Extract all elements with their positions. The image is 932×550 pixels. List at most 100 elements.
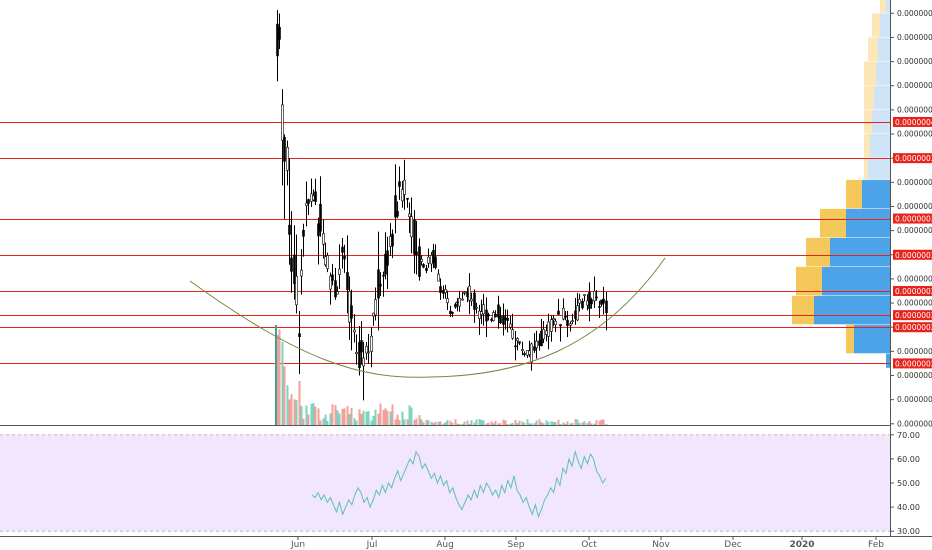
candle-body bbox=[518, 341, 521, 344]
volume-bar bbox=[542, 423, 545, 425]
price-tick-label: 0.00000044 bbox=[897, 81, 932, 90]
candle-body bbox=[382, 274, 385, 277]
volume-bar bbox=[523, 423, 526, 425]
volume-bar bbox=[276, 334, 279, 425]
level-price-badge bbox=[893, 249, 932, 260]
candle-body bbox=[451, 312, 454, 314]
volume-bar bbox=[398, 420, 401, 425]
price-axis-bg bbox=[891, 0, 932, 425]
volume-bar bbox=[581, 422, 584, 425]
level-price-badge bbox=[893, 116, 932, 127]
volume-profile-buy-bar bbox=[886, 353, 890, 368]
volume-bar bbox=[569, 423, 572, 425]
volume-bar bbox=[511, 422, 514, 425]
candle-body bbox=[370, 335, 373, 352]
candle-body bbox=[329, 275, 332, 290]
volume-profile-buy-bar bbox=[830, 237, 890, 267]
volume-bar bbox=[312, 403, 315, 425]
volume-bar bbox=[408, 405, 411, 425]
volume-bar bbox=[442, 423, 445, 425]
candle-body bbox=[278, 26, 281, 40]
rsi-tick-label: 50.00 bbox=[897, 479, 920, 488]
price-tick-label: 0.00000034 bbox=[897, 202, 932, 211]
candle-body bbox=[406, 197, 409, 200]
volume-bar bbox=[535, 420, 538, 425]
volume-bar bbox=[574, 419, 577, 425]
volume-bar bbox=[564, 423, 567, 425]
volume-bar bbox=[355, 420, 358, 425]
volume-profile-buy-bar bbox=[876, 61, 890, 86]
candle-body bbox=[535, 340, 538, 349]
candle-body bbox=[398, 181, 401, 187]
rsi-tick-label: 70.00 bbox=[897, 431, 920, 440]
volume-bar bbox=[298, 380, 301, 425]
candle-body bbox=[408, 213, 411, 217]
time-tick-label: Jul bbox=[366, 540, 378, 550]
candle-body bbox=[593, 290, 596, 302]
candle-body bbox=[276, 23, 279, 57]
candle-body bbox=[427, 256, 430, 264]
candle-body bbox=[547, 321, 550, 337]
volume-bar bbox=[598, 420, 601, 425]
candle-body bbox=[401, 189, 404, 202]
volume-bar bbox=[322, 418, 325, 425]
volume-bar bbox=[391, 404, 394, 425]
volume-bar bbox=[370, 420, 373, 425]
volume-bar bbox=[521, 421, 524, 425]
candle-body bbox=[326, 255, 329, 269]
candle-body bbox=[338, 268, 341, 275]
volume-profile-sell-bar bbox=[864, 61, 876, 86]
candle-body bbox=[509, 323, 512, 328]
volume-bar bbox=[434, 421, 437, 425]
volume-bar bbox=[480, 419, 483, 425]
volume-bar bbox=[427, 420, 430, 425]
volume-bar bbox=[374, 409, 377, 425]
volume-bar bbox=[310, 403, 313, 425]
candle-body bbox=[583, 294, 586, 296]
volume-bar bbox=[540, 422, 543, 425]
volume-bar bbox=[348, 413, 351, 425]
volume-bar bbox=[288, 399, 291, 425]
candle-body bbox=[516, 338, 519, 342]
candle-body bbox=[281, 104, 284, 141]
volume-bar bbox=[403, 419, 406, 425]
volume-bar bbox=[384, 408, 387, 425]
volume-bar bbox=[547, 421, 550, 425]
candle-body bbox=[295, 276, 298, 306]
candle-body bbox=[362, 357, 365, 367]
price-tick-label: 0.00000026 bbox=[897, 299, 932, 308]
volume-bar bbox=[514, 419, 517, 425]
candle-body bbox=[454, 303, 457, 308]
volume-profile-buy-bar bbox=[868, 158, 890, 180]
volume-bar bbox=[566, 421, 569, 425]
candle-body bbox=[353, 329, 356, 333]
volume-bar bbox=[602, 419, 605, 425]
volume-bar bbox=[557, 419, 560, 425]
candle-body bbox=[293, 254, 296, 285]
volume-bar bbox=[283, 366, 286, 425]
level-price-badge bbox=[893, 358, 932, 369]
volume-profile-buy-bar bbox=[846, 208, 890, 238]
price-tick-label: 0.00000040 bbox=[897, 130, 932, 139]
volume-bar bbox=[595, 420, 598, 425]
time-axis[interactable]: Jun Jul Aug Sep Oct Nov Dec 2020 Feb bbox=[290, 536, 884, 550]
candle-body bbox=[463, 292, 466, 294]
price-tick-label: 0.00000018 bbox=[897, 395, 932, 404]
volume-bar bbox=[343, 408, 346, 425]
candle-body bbox=[497, 304, 500, 318]
volume-bar bbox=[562, 422, 565, 425]
candle-body bbox=[521, 349, 524, 351]
volume-bar bbox=[300, 405, 303, 425]
price-tick-label: 0.00000050 bbox=[897, 9, 932, 18]
candle-body bbox=[494, 313, 497, 318]
price-tick-label: 0.00000048 bbox=[897, 33, 932, 42]
volume-bar bbox=[394, 419, 397, 425]
volume-bar bbox=[538, 419, 541, 425]
volume-bar bbox=[492, 423, 495, 425]
volume-bar bbox=[475, 419, 478, 425]
volume-bar bbox=[502, 419, 505, 425]
volume-bar bbox=[578, 422, 581, 425]
volume-bar bbox=[281, 341, 284, 425]
candle-body bbox=[374, 299, 377, 316]
price-tick-label: 0.00000036 bbox=[897, 178, 932, 187]
